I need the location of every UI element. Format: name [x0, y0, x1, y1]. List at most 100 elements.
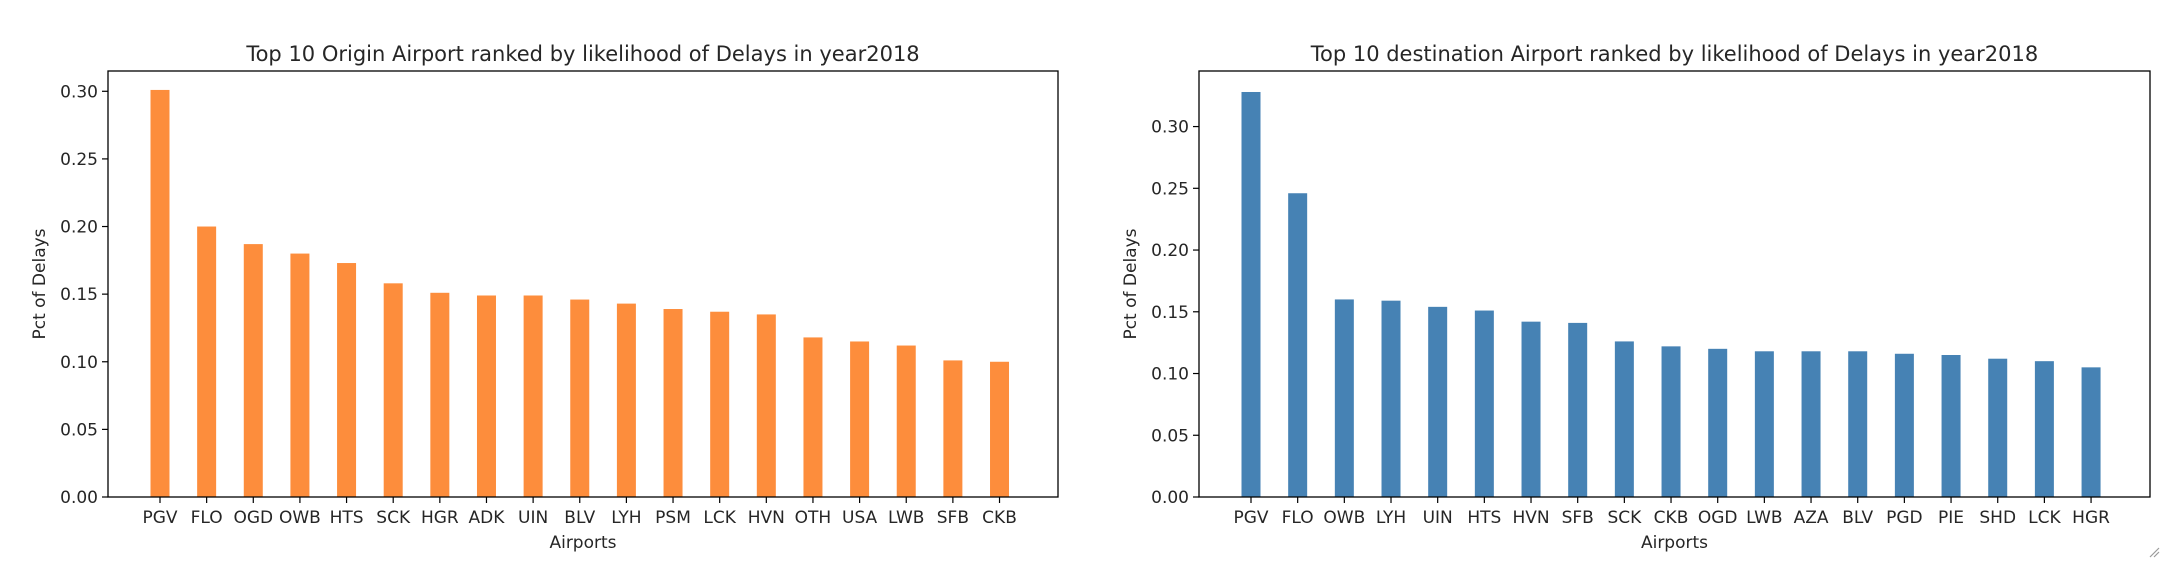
bar-sck	[1614, 341, 1634, 497]
bar-ogd	[1708, 348, 1728, 497]
bar-ckb	[1661, 346, 1681, 497]
x-tick-label: BLV	[1842, 508, 1873, 528]
chart-title: Top 10 Origin Airport ranked by likeliho…	[245, 42, 919, 66]
x-tick-label: SCK	[1607, 508, 1642, 528]
x-tick-label: OGD	[233, 508, 273, 528]
bar-aza	[1801, 351, 1821, 497]
chart-title: Top 10 destination Airport ranked by lik…	[1310, 42, 2039, 66]
bar-uin	[523, 295, 543, 497]
x-tick-label: PIE	[1938, 508, 1964, 528]
x-tick-label: HTS	[1467, 508, 1501, 528]
x-tick-label: AZA	[1794, 508, 1829, 528]
bar-blv	[570, 299, 590, 497]
bar-usa	[850, 341, 870, 497]
bar-hgr	[2081, 367, 2101, 497]
bar-hvn	[1521, 321, 1541, 497]
x-tick-label: HTS	[330, 508, 364, 528]
bar-pie	[1941, 355, 1961, 497]
y-tick-label: 0.10	[60, 353, 98, 373]
x-tick-label: PGV	[1233, 508, 1268, 528]
plot-frame	[1198, 70, 2151, 498]
x-tick-label: FLO	[1282, 508, 1314, 528]
x-axis-label: Airports	[1641, 533, 1708, 553]
bar-lwb	[896, 345, 916, 497]
x-tick-label: USA	[842, 508, 878, 528]
y-axis-label: Pct of Delays	[30, 228, 50, 339]
bar-flo	[197, 226, 217, 497]
x-tick-label: OTH	[795, 508, 832, 528]
bar-lyh	[616, 303, 636, 497]
bar-owb	[1334, 299, 1354, 497]
x-tick-label: LYH	[611, 508, 641, 528]
y-tick-label: 0.05	[1151, 426, 1189, 446]
bar-lck	[2034, 361, 2054, 497]
x-tick-label: OWB	[279, 508, 321, 528]
x-tick-label: LWB	[1746, 508, 1782, 528]
bar-pgd	[1894, 353, 1914, 497]
resize-handle-icon[interactable]	[2148, 546, 2160, 558]
y-tick-label: 0.30	[60, 82, 98, 102]
y-tick-label: 0.00	[60, 488, 98, 508]
bar-pgv	[1241, 91, 1261, 497]
y-axis-label: Pct of Delays	[1121, 228, 1141, 339]
x-tick-label: SHD	[1979, 508, 2016, 528]
bar-blv	[1848, 351, 1868, 497]
y-tick-label: 0.30	[1151, 118, 1189, 138]
bar-lyh	[1381, 300, 1401, 497]
bar-sck	[383, 283, 403, 497]
y-tick-label: 0.20	[1151, 241, 1189, 261]
x-axis-label: Airports	[549, 533, 616, 553]
bar-hgr	[430, 292, 450, 497]
x-tick-label: FLO	[191, 508, 223, 528]
bar-oth	[803, 337, 823, 497]
x-tick-label: UIN	[518, 508, 548, 528]
y-tick-label: 0.25	[60, 150, 98, 170]
x-tick-label: ADK	[469, 508, 506, 528]
x-tick-label: LWB	[888, 508, 924, 528]
bar-psm	[663, 309, 683, 497]
destination-airport-delay-chart: Top 10 destination Airport ranked by lik…	[1121, 42, 2151, 553]
x-tick-label: UIN	[1423, 508, 1453, 528]
y-tick-label: 0.20	[60, 218, 98, 238]
x-tick-label: CKB	[1654, 508, 1689, 528]
bar-ogd	[243, 244, 263, 497]
bar-ckb	[990, 361, 1010, 497]
bar-lwb	[1754, 351, 1774, 497]
x-tick-label: SCK	[376, 508, 411, 528]
y-tick-label: 0.00	[1151, 488, 1189, 508]
x-tick-label: OGD	[1698, 508, 1738, 528]
x-tick-label: LCK	[2028, 508, 2061, 528]
bar-lck	[710, 311, 730, 497]
y-tick-label: 0.05	[60, 420, 98, 440]
bar-hts	[337, 263, 357, 497]
x-tick-label: HVN	[1512, 508, 1549, 528]
bar-sfb	[1568, 322, 1588, 497]
y-tick-label: 0.15	[60, 285, 98, 305]
bar-sfb	[943, 360, 963, 497]
bar-pgv	[150, 89, 170, 497]
x-tick-label: LYH	[1376, 508, 1406, 528]
y-tick-label: 0.15	[1151, 303, 1189, 323]
x-tick-label: PGD	[1886, 508, 1923, 528]
y-tick-label: 0.25	[1151, 179, 1189, 199]
x-tick-label: HGR	[421, 508, 459, 528]
bar-adk	[476, 295, 496, 497]
bar-hts	[1474, 310, 1494, 497]
x-tick-label: SFB	[937, 508, 969, 528]
plot-frame	[107, 70, 1059, 498]
x-tick-label: LCK	[703, 508, 736, 528]
bar-uin	[1428, 306, 1448, 497]
x-tick-label: PSM	[655, 508, 691, 528]
y-tick-label: 0.10	[1151, 365, 1189, 385]
x-tick-label: SFB	[1562, 508, 1594, 528]
bar-hvn	[756, 314, 776, 497]
x-tick-label: PGV	[142, 508, 177, 528]
x-tick-label: CKB	[982, 508, 1017, 528]
bar-flo	[1288, 193, 1308, 498]
x-tick-label: BLV	[564, 508, 595, 528]
origin-airport-delay-chart: Top 10 Origin Airport ranked by likeliho…	[30, 42, 1059, 553]
x-tick-label: HVN	[748, 508, 785, 528]
bar-owb	[290, 253, 310, 497]
x-tick-label: HGR	[2072, 508, 2110, 528]
